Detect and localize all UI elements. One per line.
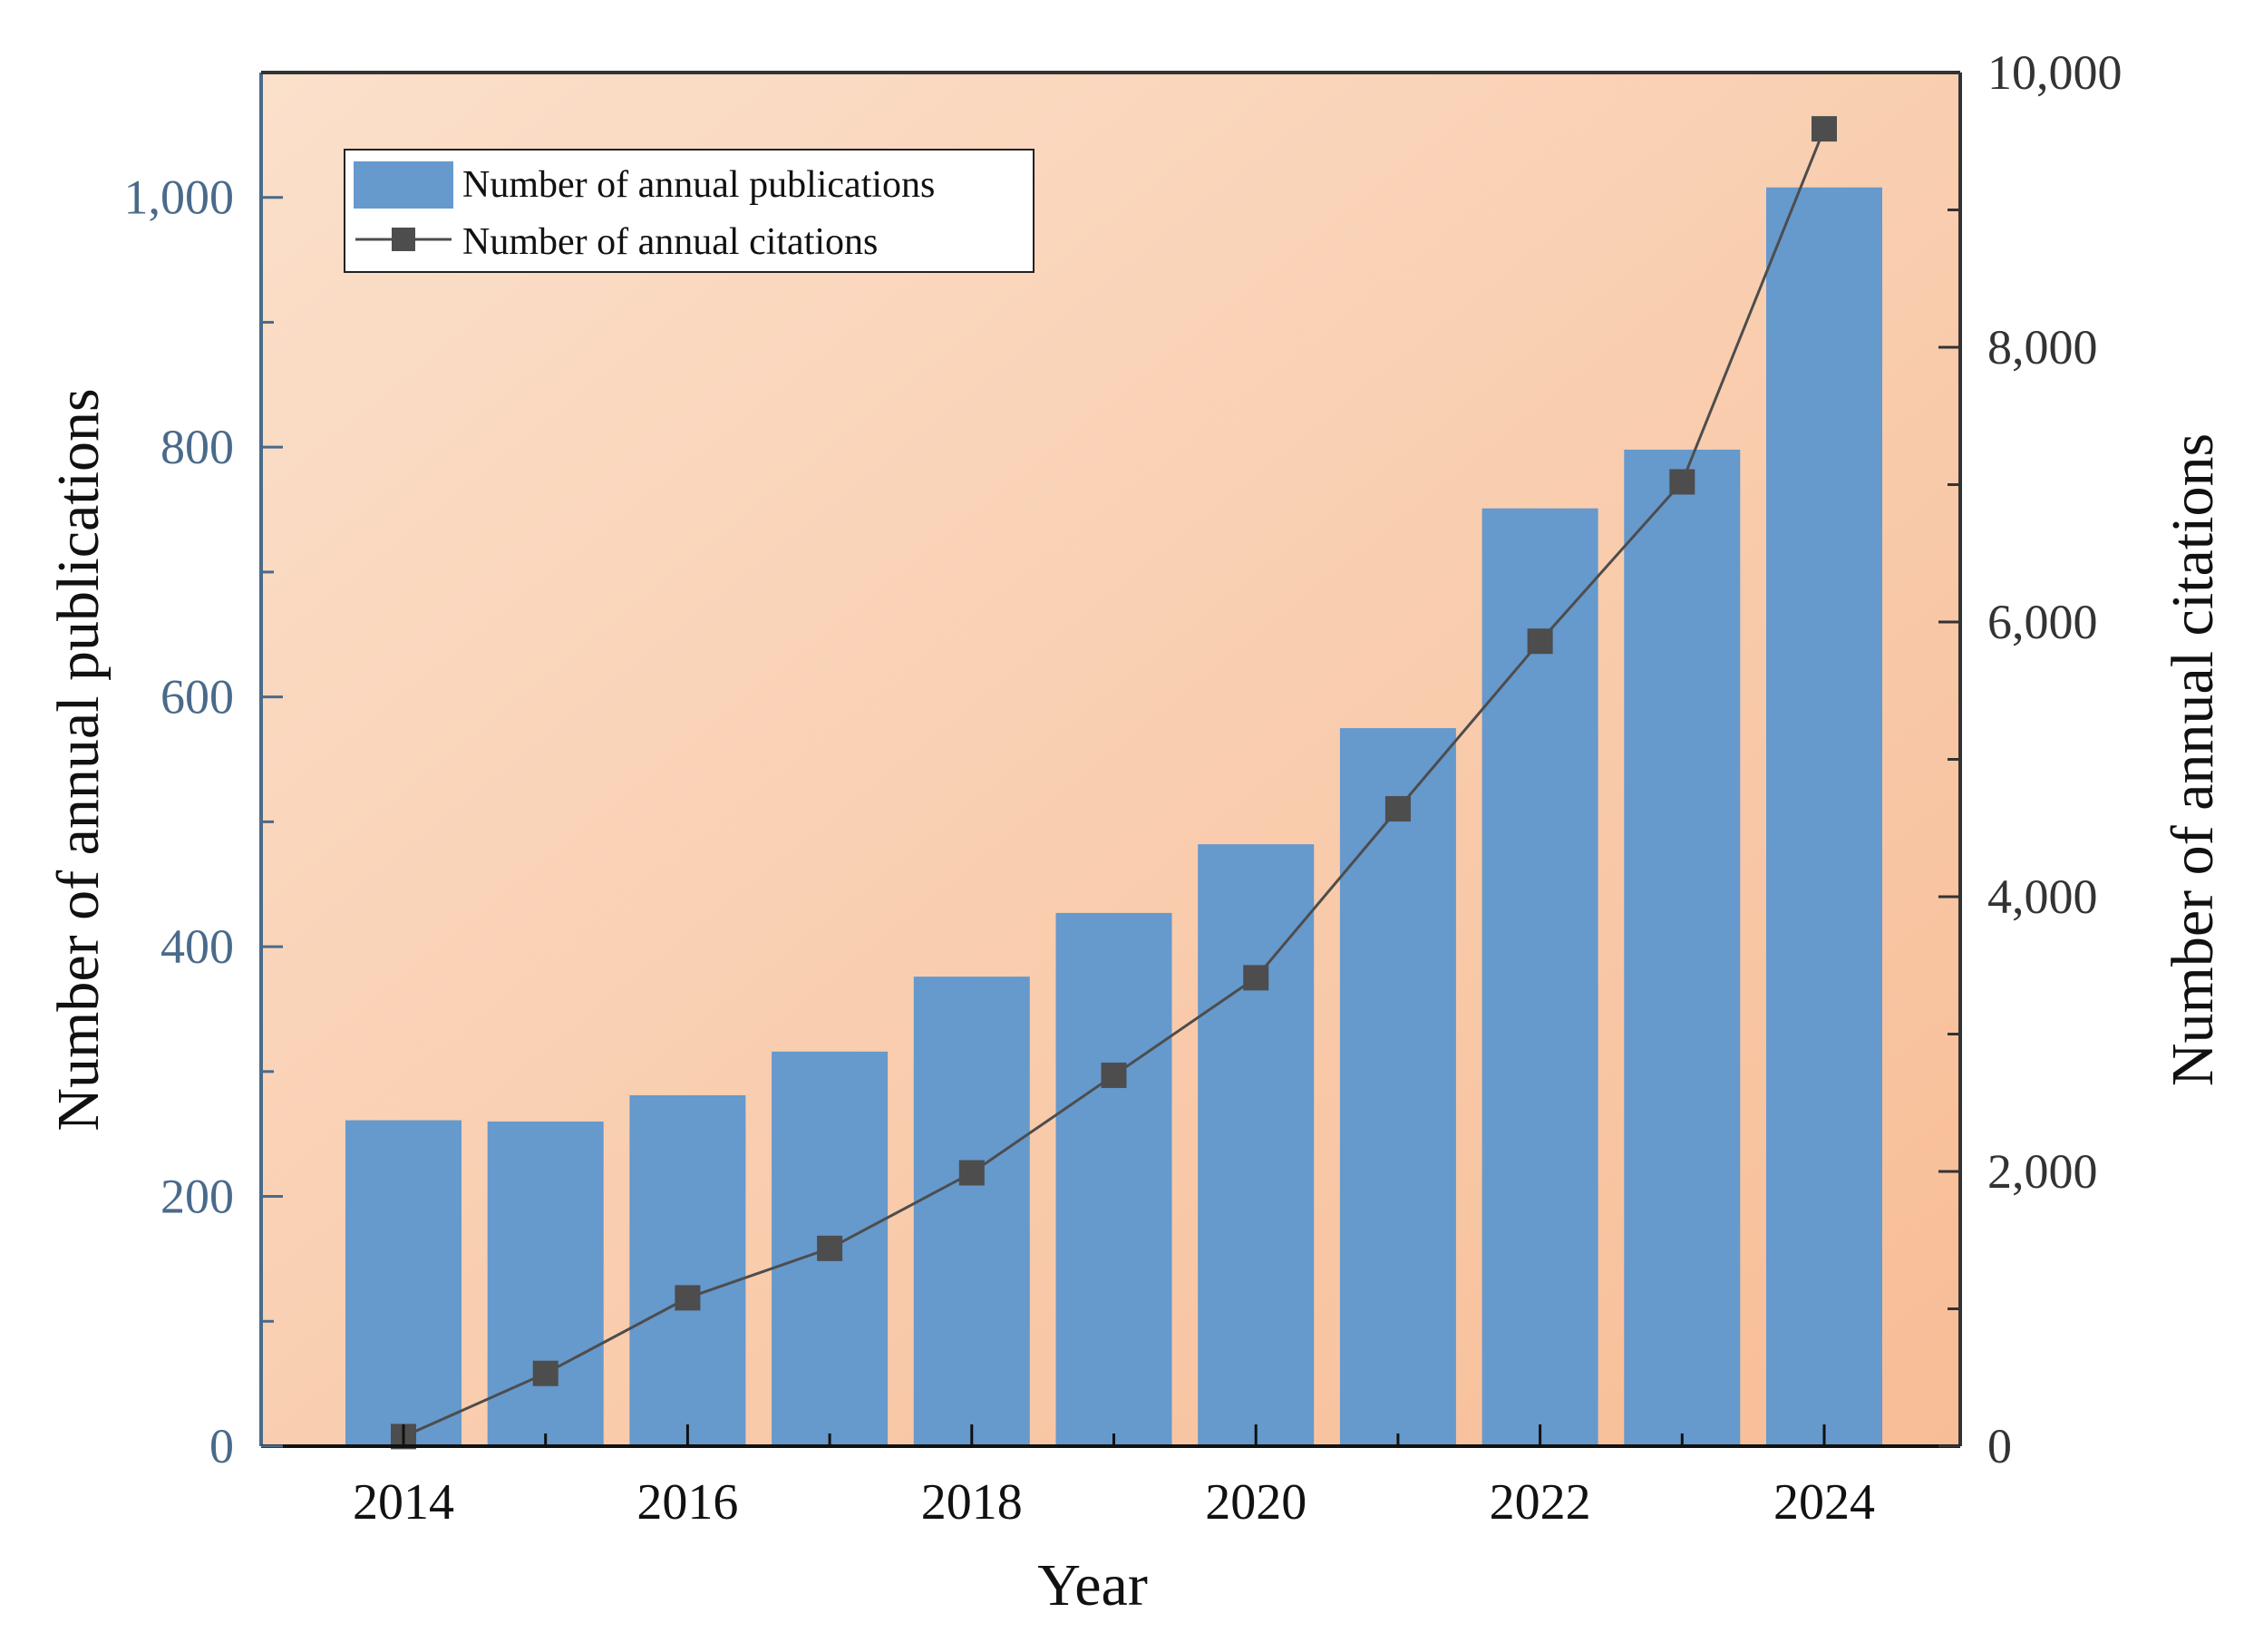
publications-bar-2014 bbox=[345, 1120, 461, 1446]
y-right-axis-title: Number of annual citations bbox=[2160, 433, 2226, 1086]
y-left-tick-label: 200 bbox=[160, 1170, 234, 1224]
publications-bar-2019 bbox=[1055, 912, 1172, 1446]
publications-bar-2015 bbox=[487, 1121, 604, 1446]
citations-marker-2017 bbox=[817, 1235, 843, 1261]
citations-marker-2019 bbox=[1101, 1062, 1127, 1088]
bars-layer bbox=[345, 187, 1882, 1446]
legend-box bbox=[344, 149, 1035, 273]
y-left-tick-label: 0 bbox=[209, 1419, 234, 1473]
x-axis-title: Year bbox=[1037, 1552, 1148, 1618]
y-right-tick-label: 6,000 bbox=[1987, 595, 2098, 649]
publications-bar-2020 bbox=[1198, 844, 1315, 1446]
legend-citations-label: Number of annual citations bbox=[462, 221, 878, 263]
x-tick-label: 2018 bbox=[921, 1474, 1023, 1531]
y-left-tick-label: 400 bbox=[160, 919, 234, 974]
y-left-tick-label: 600 bbox=[160, 670, 234, 724]
x-tick-label: 2020 bbox=[1205, 1474, 1307, 1531]
publications-bar-2021 bbox=[1339, 728, 1456, 1446]
publications-bar-2022 bbox=[1481, 508, 1598, 1446]
y-right-tick-label: 8,000 bbox=[1987, 320, 2098, 374]
y-right-tick-label: 10,000 bbox=[1987, 45, 2123, 100]
legend: Number of annual publications Number of … bbox=[344, 149, 1035, 273]
publications-bar-2023 bbox=[1624, 449, 1741, 1446]
y-left-tick-label: 800 bbox=[160, 420, 234, 474]
citations-marker-2024 bbox=[1812, 116, 1837, 142]
publications-bar-2018 bbox=[913, 977, 1030, 1446]
y-right-tick-label: 4,000 bbox=[1987, 870, 2098, 924]
x-tick-label: 2016 bbox=[636, 1474, 738, 1531]
y-left-axis-title: Number of annual publications bbox=[45, 388, 112, 1131]
x-tick-label: 2022 bbox=[1490, 1474, 1591, 1531]
citations-marker-2020 bbox=[1243, 965, 1269, 991]
citations-marker-2022 bbox=[1527, 628, 1553, 655]
x-tick-label: 2014 bbox=[353, 1474, 454, 1531]
citations-marker-2018 bbox=[958, 1160, 985, 1186]
legend-publications-label: Number of annual publications bbox=[462, 164, 935, 206]
y-left-tick-label: 1,000 bbox=[124, 170, 235, 225]
legend-citations-marker bbox=[392, 228, 415, 251]
citations-marker-2021 bbox=[1384, 796, 1411, 822]
y-right-tick-label: 0 bbox=[1987, 1419, 2012, 1473]
legend-publications-swatch bbox=[354, 161, 453, 209]
citations-marker-2023 bbox=[1669, 469, 1695, 495]
publications-bar-2024 bbox=[1766, 187, 1882, 1446]
citations-marker-2015 bbox=[532, 1360, 559, 1386]
x-tick-label: 2024 bbox=[1773, 1474, 1875, 1531]
citations-marker-2016 bbox=[675, 1285, 701, 1311]
ticks-layer: 0 200 400 600 800 1,000 0 2,000 4,000 6,000 8,000 1… bbox=[124, 45, 2123, 1531]
y-right-tick-label: 2,000 bbox=[1987, 1144, 2098, 1199]
publications-bar-2016 bbox=[629, 1094, 746, 1446]
